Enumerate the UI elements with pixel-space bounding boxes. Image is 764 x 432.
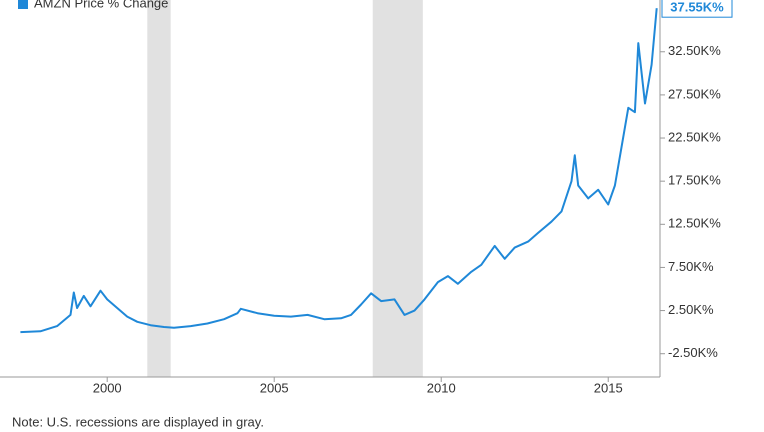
legend-label: AMZN Price % Change xyxy=(34,0,168,10)
y-tick-label: 27.50K% xyxy=(668,86,721,101)
x-tick-label: 2010 xyxy=(427,380,456,395)
note: Note: U.S. recessions are displayed in g… xyxy=(12,414,264,429)
y-tick-label: 7.50K% xyxy=(668,259,714,274)
y-tick-label: 32.50K% xyxy=(668,43,721,58)
value-label: 37.55K% xyxy=(670,0,724,15)
y-tick-label: 12.50K% xyxy=(668,216,721,231)
y-tick-label: -2.50K% xyxy=(668,345,718,360)
y-tick-label: 17.50K% xyxy=(668,173,721,188)
x-tick-label: 2000 xyxy=(93,380,122,395)
recession-band xyxy=(372,0,423,377)
x-tick-label: 2015 xyxy=(594,380,623,395)
legend-swatch xyxy=(18,0,28,9)
label-box xyxy=(661,0,733,18)
x-tick-label: 2005 xyxy=(260,380,289,395)
y-tick-label: 22.50K% xyxy=(668,129,721,144)
price-line xyxy=(20,8,658,334)
last-value-label: 37.55K% xyxy=(661,0,733,18)
recession-band xyxy=(147,0,171,377)
y-tick-label: 2.50K% xyxy=(668,302,714,317)
